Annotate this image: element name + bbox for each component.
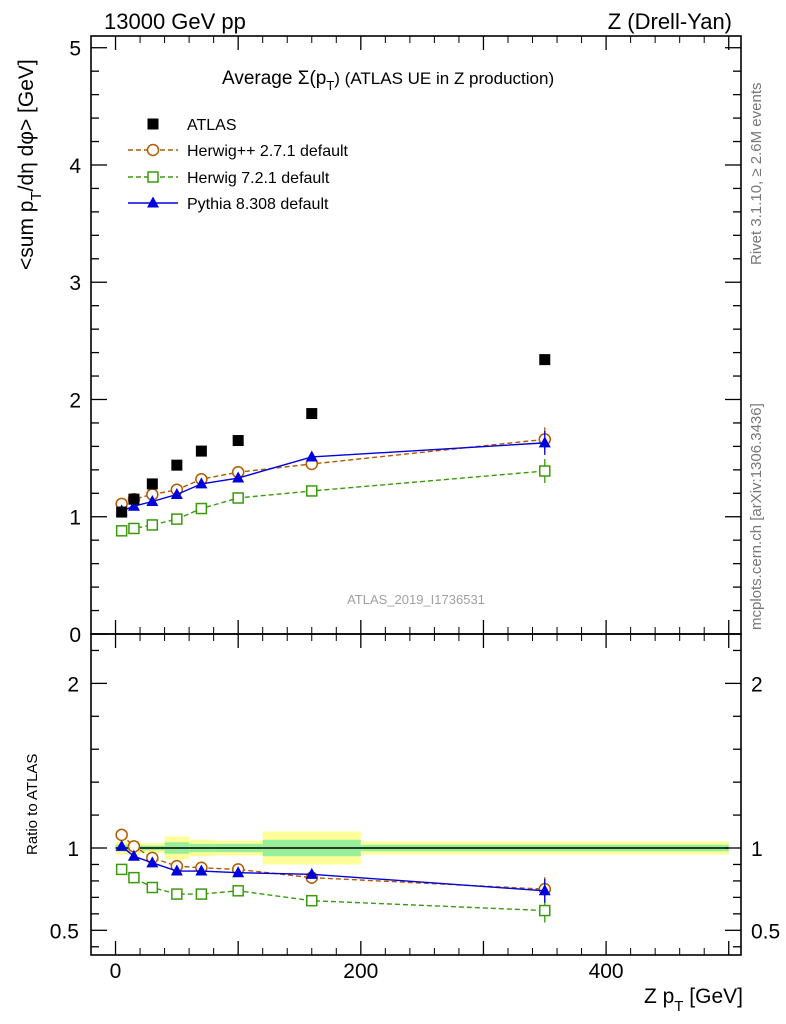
main-point-herwig-7-2-1-default: [232, 492, 244, 504]
main-ytick-label: 2: [69, 389, 81, 412]
main-line-pythia-8-308-default: [121, 442, 545, 512]
header-left: 13000 GeV pp: [104, 9, 246, 34]
ratio-point-herwig-7-2-1-default: [171, 888, 183, 900]
ratio-panel: 0.5 0.5 1 1 2 2 0 200 400 Ratio to ATLAS Z pT [G…: [24, 633, 780, 1015]
ratio-point-herwig-7-2-1-default: [146, 881, 159, 894]
main-axes: 0 1 2 3 4 5: [69, 35, 742, 647]
main-line-herwig-2-7-1-default: [121, 438, 545, 505]
legend-marker-2: [147, 171, 159, 183]
main-point-pythia-8-308-default: [195, 477, 208, 489]
main-point-pythia-8-308-default: [305, 450, 318, 462]
main-ytick-label: 5: [69, 38, 81, 61]
xtick-label: 200: [343, 960, 378, 983]
main-point-atlas: [195, 445, 207, 457]
watermark: ATLAS_2019_I1736531: [347, 592, 485, 607]
main-point-herwig-7-2-1-default: [171, 513, 183, 525]
x-axis-label: Z pT [GeV]: [644, 985, 743, 1015]
legend-label-3: Pythia 8.308 default: [187, 196, 329, 213]
ratio-series-layer: [115, 828, 552, 923]
ratio-uncertainty-bands: [115, 831, 729, 865]
legend-label-1: Herwig++ 2.7.1 default: [187, 143, 349, 160]
main-point-herwig-7-2-1-default: [306, 485, 318, 497]
main-point-atlas: [539, 354, 551, 366]
ratio-point-pythia-8-308-default: [538, 884, 551, 896]
y-axis-label: <sum pT/dη dφ> [GeV]: [15, 59, 45, 270]
main-point-herwig-7-2-1-default: [115, 525, 128, 537]
main-point-pythia-8-308-default: [127, 499, 140, 511]
ratio-ytick-label-right: 1: [751, 838, 763, 861]
main-ytick-label: 4: [69, 155, 81, 178]
main-point-herwig-7-2-1-default: [539, 465, 551, 477]
main-point-atlas: [232, 435, 244, 447]
ratio-point-herwig-7-2-1-default: [195, 888, 208, 900]
legend: ATLAS Herwig++ 2.7.1 default Herwig 7.2.1 …: [128, 117, 349, 213]
header-right: Z (Drell-Yan): [608, 9, 732, 34]
ratio-ytick-label: 0.5: [50, 920, 79, 943]
ratio-point-pythia-8-308-default: [127, 849, 140, 861]
main-title: Average Σ(pT) (ATLAS UE in Z production): [222, 68, 554, 93]
ratio-axes: 0.5 0.5 1 1 2 2 0 200 400: [50, 633, 780, 983]
ratio-point-herwig-7-2-1-default: [128, 871, 140, 884]
ratio-ytick-label-right: 0.5: [751, 920, 780, 943]
xtick-label: 400: [589, 960, 624, 983]
ratio-ytick-label-right: 2: [751, 673, 763, 696]
main-line-herwig-7-2-1-default: [121, 470, 545, 532]
main-point-pythia-8-308-default: [232, 471, 245, 483]
main-point-atlas: [116, 506, 128, 518]
main-point-atlas: [128, 493, 140, 505]
ratio-ytick-label: 1: [67, 838, 79, 861]
ratio-point-herwig-7-2-1-default: [306, 894, 318, 907]
main-point-atlas: [146, 478, 158, 490]
mcplots-label: mcplots.cern.ch [arXiv:1306.3436]: [748, 403, 765, 630]
main-panel: Average Σ(pT) (ATLAS UE in Z production)…: [15, 35, 742, 647]
legend-marker-1: [146, 143, 160, 157]
ratio-ytick-label: 2: [67, 673, 79, 696]
main-point-pythia-8-308-default: [170, 487, 183, 499]
ratio-point-herwig-7-2-1-default: [232, 885, 244, 897]
main-point-atlas: [306, 408, 318, 420]
main-point-herwig-7-2-1-default: [195, 502, 208, 515]
main-ytick-label: 0: [69, 624, 81, 647]
main-point-pythia-8-308-default: [146, 495, 159, 507]
ratio-point-pythia-8-308-default: [195, 864, 208, 876]
ratio-point-pythia-8-308-default: [115, 839, 128, 851]
legend-label-0: ATLAS: [187, 117, 237, 134]
ratio-point-herwig-2-7-1-default: [115, 828, 128, 842]
ratio-point-pythia-8-308-default: [305, 867, 318, 879]
ratio-point-pythia-8-308-default: [146, 856, 159, 868]
ratio-point-herwig-7-2-1-default: [115, 863, 128, 876]
rivet-version-label: Rivet 3.1.10, ≥ 2.6M events: [748, 83, 765, 266]
main-series-layer: [115, 354, 552, 537]
xtick-label: 0: [110, 960, 122, 983]
ratio-frame: [90, 633, 742, 956]
main-ytick-label: 1: [69, 507, 81, 530]
main-ytick-label: 3: [69, 272, 81, 295]
ratio-point-herwig-7-2-1-default: [539, 904, 551, 917]
main-point-atlas: [171, 459, 183, 471]
ratio-point-pythia-8-308-default: [232, 866, 245, 878]
legend-marker-3: [147, 196, 159, 208]
legend-marker-0: [147, 118, 159, 130]
main-point-herwig-7-2-1-default: [128, 522, 140, 535]
main-point-pythia-8-308-default: [538, 436, 551, 448]
legend-label-2: Herwig 7.2.1 default: [187, 170, 330, 187]
ratio-point-pythia-8-308-default: [170, 864, 183, 876]
ratio-y-axis-label: Ratio to ATLAS: [24, 754, 41, 855]
main-point-herwig-7-2-1-default: [146, 519, 159, 531]
